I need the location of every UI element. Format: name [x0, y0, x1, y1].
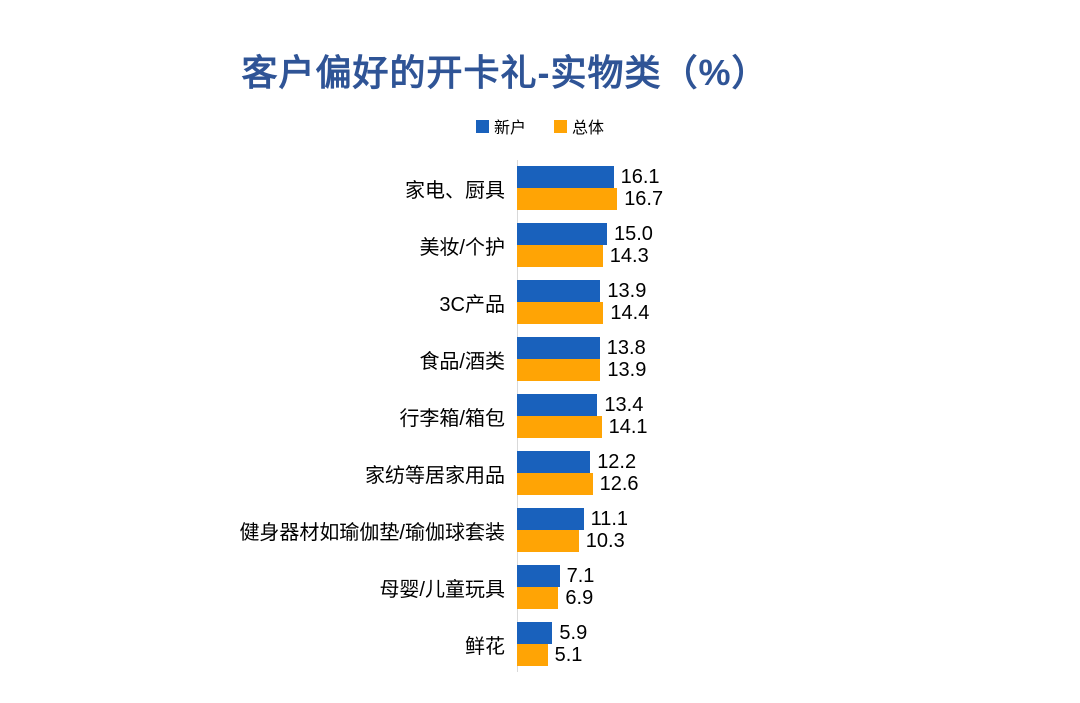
- legend-label-new-customer: 新户: [493, 120, 526, 137]
- legend-label-overall: 总体: [572, 120, 605, 137]
- bar-group: 15.0 14.3: [517, 223, 653, 267]
- value-label-new-customer: 13.4: [604, 393, 644, 416]
- bar-line: 5.1: [517, 644, 587, 666]
- category-label: 鲜花: [465, 635, 505, 658]
- legend-item-new-customer: 新户: [475, 114, 526, 138]
- legend: 新户 总体: [0, 114, 1080, 138]
- bar-overall: [517, 359, 601, 381]
- bar-group: 16.1 16.7: [517, 166, 663, 210]
- bar-overall: [517, 302, 604, 324]
- bar-overall: [517, 530, 579, 552]
- bar-group: 13.4 14.1: [517, 394, 648, 438]
- bar-new-customer: [517, 223, 607, 245]
- legend-swatch-new-customer-icon: [475, 119, 489, 133]
- chart-row: 食品/酒类 13.8 13.9: [197, 337, 1080, 381]
- chart-rows: 家电、厨具 16.1 16.7 美妆/个护 15.0 14.3 3C产品 13.9 14.4 食品…: [197, 166, 1080, 666]
- value-label-overall: 16.7: [624, 187, 664, 210]
- bar-line: 14.1: [517, 416, 648, 438]
- bar-line: 11.1: [517, 508, 628, 530]
- bar-new-customer: [517, 166, 614, 188]
- chart-row: 鲜花 5.9 5.1: [197, 622, 1080, 666]
- bar-line: 13.9: [517, 280, 649, 302]
- value-label-new-customer: 5.9: [559, 621, 588, 644]
- bar-group: 7.1 6.9: [517, 565, 594, 609]
- value-label-overall: 6.9: [565, 586, 594, 609]
- chart-row: 3C产品 13.9 14.4: [197, 280, 1080, 324]
- category-label: 3C产品: [439, 293, 505, 316]
- category-label: 家纺等居家用品: [365, 464, 505, 487]
- bar-line: 12.6: [517, 473, 639, 495]
- value-label-overall: 14.3: [609, 244, 649, 267]
- legend-swatch-overall-icon: [554, 119, 567, 133]
- bar-line: 14.4: [517, 302, 649, 324]
- bar-group: 13.8 13.9: [517, 337, 646, 381]
- bar-line: 16.1: [517, 166, 663, 188]
- bar-line: 5.9: [517, 622, 587, 644]
- value-label-overall: 14.4: [610, 301, 650, 324]
- bar-overall: [517, 188, 618, 210]
- value-label-new-customer: 11.1: [590, 507, 629, 530]
- bar-group: 13.9 14.4: [517, 280, 649, 324]
- bar-line: 10.3: [517, 530, 628, 552]
- category-label: 母婴/儿童玩具: [379, 578, 505, 601]
- value-label-overall: 13.9: [607, 358, 647, 381]
- value-label-overall: 14.1: [608, 415, 648, 438]
- bar-group: 12.2 12.6: [517, 451, 639, 495]
- bar-new-customer: [517, 565, 560, 587]
- chart-row: 健身器材如瑜伽垫/瑜伽球套装 11.1 10.3: [197, 508, 1080, 552]
- bar-line: 12.2: [517, 451, 639, 473]
- bar-line: 15.0: [517, 223, 653, 245]
- value-label-new-customer: 15.0: [614, 222, 653, 245]
- category-label: 食品/酒类: [419, 350, 505, 373]
- value-label-new-customer: 12.2: [597, 450, 637, 473]
- category-label: 行李箱/箱包: [399, 407, 505, 430]
- bar-new-customer: [517, 622, 553, 644]
- chart-row: 行李箱/箱包 13.4 14.1: [197, 394, 1080, 438]
- category-label: 美妆/个护: [419, 236, 505, 259]
- value-label-new-customer: 16.1: [620, 165, 660, 188]
- bar-group: 5.9 5.1: [517, 622, 587, 666]
- value-label-overall: 5.1: [554, 643, 583, 666]
- bar-new-customer: [517, 394, 598, 416]
- value-label-new-customer: 13.8: [606, 336, 646, 359]
- chart-row: 母婴/儿童玩具 7.1 6.9: [197, 565, 1080, 609]
- bar-overall: [517, 644, 548, 666]
- value-label-overall: 10.3: [585, 529, 625, 552]
- bar-overall: [517, 587, 559, 609]
- chart-row: 家电、厨具 16.1 16.7: [197, 166, 1080, 210]
- value-label-new-customer: 13.9: [607, 279, 647, 302]
- category-label: 家电、厨具: [405, 179, 505, 202]
- bar-new-customer: [517, 508, 584, 530]
- bar-overall: [517, 416, 602, 438]
- chart-row: 美妆/个护 15.0 14.3: [197, 223, 1080, 267]
- bar-overall: [517, 473, 593, 495]
- category-label: 健身器材如瑜伽垫/瑜伽球套装: [239, 521, 505, 544]
- bar-overall: [517, 245, 603, 267]
- bar-line: 13.9: [517, 359, 646, 381]
- bar-new-customer: [517, 337, 600, 359]
- value-label-overall: 12.6: [599, 472, 639, 495]
- bar-new-customer: [517, 280, 601, 302]
- bar-group: 11.1 10.3: [517, 508, 628, 552]
- bar-line: 7.1: [517, 565, 594, 587]
- chart-row: 家纺等居家用品 12.2 12.6: [197, 451, 1080, 495]
- bar-chart: 家电、厨具 16.1 16.7 美妆/个护 15.0 14.3 3C产品 13.9 14.4 食品…: [197, 160, 1080, 672]
- bar-line: 13.8: [517, 337, 646, 359]
- bar-new-customer: [517, 451, 591, 473]
- bar-line: 13.4: [517, 394, 648, 416]
- value-label-new-customer: 7.1: [566, 564, 595, 587]
- bar-line: 14.3: [517, 245, 653, 267]
- bar-line: 6.9: [517, 587, 594, 609]
- legend-item-overall: 总体: [554, 114, 604, 138]
- bar-line: 16.7: [517, 188, 663, 210]
- chart-title: 客户偏好的开卡礼-实物类（%）: [241, 52, 769, 93]
